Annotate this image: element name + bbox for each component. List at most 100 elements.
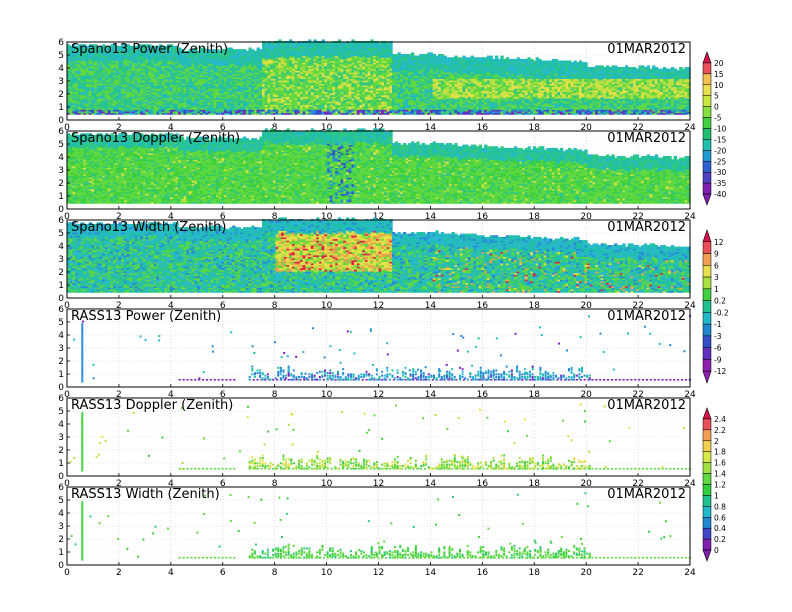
heatmap-cell (161, 107, 166, 110)
heatmap-cell (126, 50, 130, 53)
heatmap-cell (194, 63, 198, 66)
heatmap-cell (172, 102, 176, 105)
heatmap-cell (194, 76, 198, 79)
heatmap-cell (226, 83, 231, 86)
heatmap-cell (132, 67, 136, 70)
heatmap-cell (140, 102, 144, 105)
heatmap-cell (72, 97, 76, 101)
heatmap-cell (104, 57, 109, 60)
heatmap-cell (94, 57, 98, 60)
heatmap-cell (96, 71, 101, 75)
heatmap-cell (194, 58, 198, 62)
heatmap-cell (229, 49, 233, 52)
heatmap-cell (77, 83, 82, 86)
heatmap-cell (148, 44, 152, 47)
heatmap-cell (188, 83, 193, 86)
heatmap-cell (99, 109, 103, 112)
heatmap-cell (85, 54, 90, 57)
heatmap-cell (115, 49, 120, 52)
heatmap-cell (234, 80, 239, 83)
heatmap-cell (197, 110, 201, 114)
heatmap-cell (218, 93, 222, 96)
heatmap-cell (159, 106, 163, 109)
heatmap-cell (226, 88, 231, 91)
heatmap-cell (134, 47, 139, 50)
heatmap-cell (199, 104, 204, 107)
heatmap-cell (121, 70, 125, 73)
heatmap-cell (153, 104, 157, 107)
heatmap-cell (169, 63, 174, 66)
heatmap-cell (197, 97, 201, 101)
heatmap-cell (113, 106, 117, 109)
heatmap-cell (159, 101, 163, 104)
heatmap-cell (126, 99, 130, 102)
heatmap-cell (99, 91, 103, 94)
heatmap-cell (99, 102, 103, 105)
heatmap-cell (213, 62, 217, 65)
heatmap-cell (180, 107, 185, 110)
heatmap-cell (194, 67, 198, 70)
heatmap-cell (94, 47, 98, 50)
heatmap-cell (137, 68, 141, 71)
heatmap-cell (207, 112, 212, 115)
heatmap-cell (213, 71, 217, 75)
heatmap-cell (169, 102, 174, 105)
heatmap-cell (197, 62, 201, 65)
heatmap-cell (186, 97, 190, 101)
heatmap-cell (132, 93, 136, 96)
heatmap-cell (175, 96, 179, 99)
heatmap-cell (142, 91, 147, 94)
heatmap-cell (126, 112, 130, 115)
heatmap-cell (207, 107, 212, 110)
heatmap-cell (197, 83, 201, 86)
heatmap-cell (145, 84, 149, 88)
heatmap-cell (148, 109, 152, 112)
heatmap-cell (210, 62, 214, 65)
heatmap-cell (69, 93, 74, 96)
heatmap-cell (199, 101, 204, 104)
heatmap-cell (94, 91, 98, 94)
heatmap-cell (67, 65, 71, 68)
heatmap-cell (183, 89, 187, 92)
heatmap-cell (80, 62, 84, 65)
heatmap-cell (72, 84, 76, 88)
heatmap-cell (88, 107, 92, 110)
heatmap-cell (132, 55, 136, 58)
heatmap-cell (183, 97, 187, 101)
heatmap-cell (137, 112, 141, 115)
heatmap-cell (85, 68, 90, 71)
heatmap-cell (118, 84, 122, 88)
heatmap-cell (218, 57, 222, 60)
heatmap-cell (234, 70, 239, 73)
heatmap-cell (88, 71, 92, 75)
heatmap-cell (169, 68, 174, 71)
heatmap-cell (207, 71, 212, 75)
heatmap-cell (132, 91, 136, 94)
heatmap-cell (210, 71, 214, 75)
heatmap-cell (161, 65, 166, 68)
heatmap-cell (137, 70, 141, 73)
heatmap-cell (126, 60, 130, 63)
heatmap-cell (96, 62, 101, 65)
heatmap-cell (83, 109, 87, 112)
heatmap-cell (167, 80, 171, 83)
heatmap-cell (156, 55, 160, 58)
heatmap-cell (67, 83, 71, 86)
heatmap-cell (94, 97, 98, 101)
heatmap-cell (94, 112, 98, 115)
heatmap-cell (232, 62, 236, 65)
heatmap-cell (99, 70, 103, 73)
heatmap-cell (69, 94, 74, 97)
heatmap-cell (156, 110, 160, 114)
heatmap-cell (207, 88, 212, 91)
heatmap-cell (197, 65, 201, 68)
heatmap-cell (199, 83, 204, 86)
heatmap-cell (229, 78, 233, 81)
heatmap-cell (229, 80, 233, 83)
heatmap-cell (205, 94, 209, 97)
heatmap-cell (115, 70, 120, 73)
heatmap-cell (178, 75, 182, 78)
heatmap-cell (180, 68, 185, 71)
heatmap-cell (69, 83, 74, 86)
heatmap-cell (129, 57, 133, 60)
